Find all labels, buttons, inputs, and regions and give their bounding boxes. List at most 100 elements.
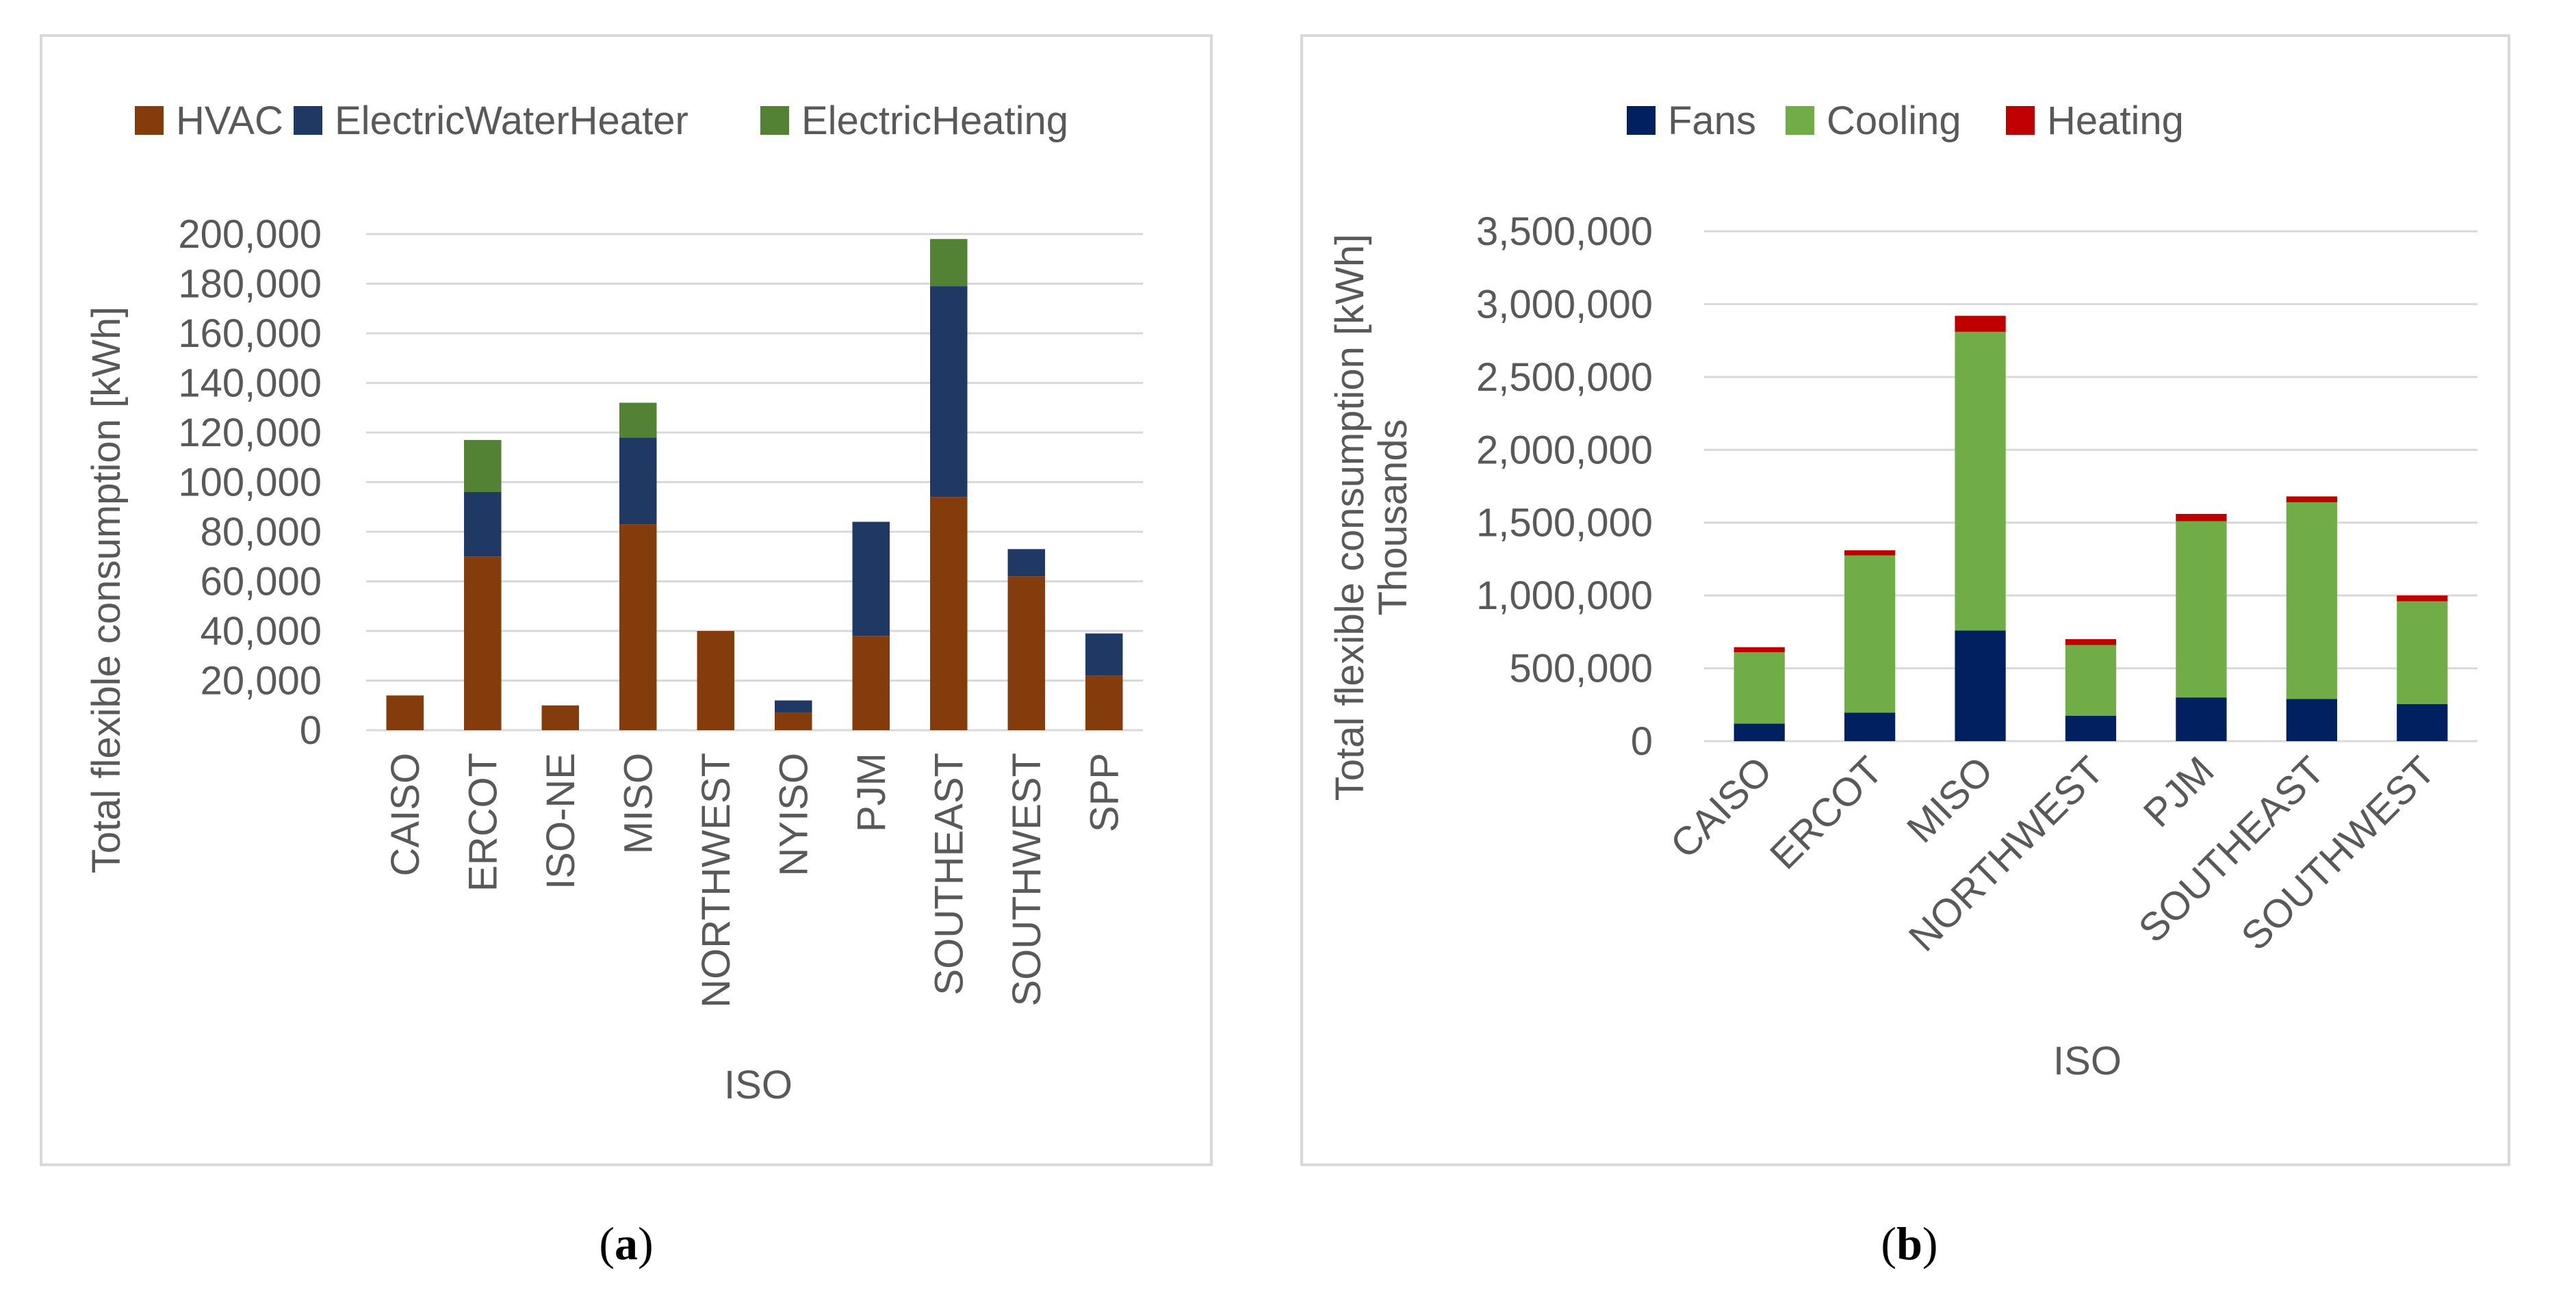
panel-a-legend-swatch-electricwaterheater — [294, 106, 322, 135]
panel-b-legend: Fans Cooling Heating — [1627, 99, 2184, 143]
panel-a-bars — [386, 239, 1123, 730]
panel-b-y-tick-label: 1,000,000 — [1476, 573, 1653, 618]
panel-a-bar-ercot-electricheating — [464, 439, 502, 492]
panel-a-bar-nyiso-hvac — [775, 712, 812, 730]
panel-a-bar-southwest-hvac — [1007, 576, 1045, 730]
panel-b-bar-pjm-fans — [2176, 697, 2227, 741]
panel-b-legend-swatch-heating — [2006, 106, 2035, 135]
panel-a-x-tick-label: ERCOT — [461, 753, 505, 892]
panel-a-x-tick-label: CAISO — [383, 753, 428, 877]
panel-a-x-tick-label: PJM — [849, 753, 894, 832]
panel-a-y-axis-title: Total flexible consumption [kWh] — [84, 307, 129, 873]
panel-a-x-tick-label: SPP — [1082, 753, 1126, 832]
panel-a-bar-northwest-hvac — [697, 631, 734, 730]
panel-b-bar-southeast-cooling — [2286, 502, 2337, 699]
panel-b-y-axis-title: Total flexible consumption [kWh] — [1328, 234, 1372, 801]
panel-a-bar-ercot-hvac — [464, 556, 502, 730]
panel-a-y-tick-label: 140,000 — [178, 361, 322, 406]
panel-b-bar-northwest-heating — [2065, 639, 2117, 645]
panel-b-bar-miso-heating — [1955, 315, 2006, 332]
panel-a-y-tick-label: 60,000 — [201, 560, 322, 604]
panel-b-legend-swatch-fans — [1627, 106, 1656, 135]
panel-b-y-tick-label: 0 — [1631, 719, 1653, 764]
panel-a-bar-nyiso-electricwaterheater — [775, 700, 812, 713]
panel-b-bar-caiso-fans — [1734, 723, 1785, 741]
panel-b-y-tick-label: 2,000,000 — [1476, 428, 1653, 472]
panel-b-y-tick-label: 2,500,000 — [1476, 355, 1653, 400]
panel-a-y-tick-label: 100,000 — [178, 461, 322, 505]
panel-a-bar-southeast-electricheating — [930, 239, 968, 287]
panel-b-legend-swatch-cooling — [1786, 106, 1814, 135]
panel-a-bar-miso-electricheating — [619, 402, 657, 438]
panel-a-caption-letter: a — [615, 1217, 638, 1269]
panel-a-bar-miso-hvac — [619, 524, 657, 730]
panel-b-bar-southeast-heating — [2286, 496, 2337, 502]
panel-a-legend-label-electricwaterheater: ElectricWaterHeater — [335, 99, 688, 143]
panel-b-bar-southeast-fans — [2286, 699, 2337, 741]
panel-a-x-tick-labels: CAISO ERCOT ISO-NE MISO NORTHWEST NYISO PJM SOU… — [383, 753, 1127, 1008]
panel-a-chart: 020,000 40,000 60,000 80,000 100,000 120,000 1… — [40, 34, 1213, 1166]
panel-b-bar-miso-cooling — [1955, 331, 2006, 631]
panel-b-chart: 0 500,000 1,000,000 1,500,000 2,000,000 2,500… — [1300, 34, 2510, 1166]
panel-a-bar-caiso-hvac — [386, 695, 424, 730]
panel-a-bar-spp-hvac — [1085, 675, 1123, 730]
panel-a-x-tick-label: NORTHWEST — [694, 753, 738, 1008]
panel-a-x-axis-title: ISO — [724, 1063, 793, 1107]
panel-a-legend: HVAC ElectricWaterHeater ElectricHeating — [135, 99, 1068, 143]
panel-a-bar-southwest-electricwaterheater — [1007, 549, 1045, 577]
panel-b-bar-southwest-heating — [2397, 595, 2448, 602]
panel-b-bars — [1734, 315, 2448, 741]
panel-b-bar-pjm-heating — [2176, 513, 2227, 521]
panel-b-x-axis-title: ISO — [2053, 1039, 2122, 1083]
panel-b-y-axis-subtitle: Thousands — [1371, 420, 1415, 616]
panel-a-y-tick-label: 80,000 — [201, 510, 322, 554]
panel-b-y-tick-label: 3,000,000 — [1476, 282, 1653, 326]
panel-b-legend-label-fans: Fans — [1668, 99, 1756, 143]
panel-a-bar-ercot-electricwaterheater — [464, 492, 502, 557]
panel-a-y-tick-labels: 020,000 40,000 60,000 80,000 100,000 120,000 1… — [178, 212, 322, 753]
panel-b-bar-pjm-cooling — [2176, 521, 2227, 698]
panel-a-caption: (a) — [599, 1217, 653, 1269]
panel-a-x-tick-label: ISO-NE — [539, 753, 583, 890]
panel-b-caption: (b) — [1881, 1217, 1937, 1269]
panel-a-y-tick-label: 160,000 — [178, 311, 322, 356]
panel-b-bar-southwest-fans — [2397, 704, 2448, 741]
panel-a-x-tick-label: SOUTHEAST — [927, 753, 971, 996]
panel-a-bar-miso-electricwaterheater — [619, 437, 657, 525]
panel-a-bar-pjm-electricwaterheater — [852, 521, 890, 636]
panel-a-bar-southeast-electricwaterheater — [930, 286, 968, 498]
panel-b-bar-caiso-heating — [1734, 647, 1785, 653]
panel-a-legend-label-electricheating: ElectricHeating — [801, 99, 1068, 143]
panel-a-legend-swatch-hvac — [135, 106, 164, 135]
panel-b-legend-label-heating: Heating — [2047, 99, 2184, 143]
panel-b-legend-label-cooling: Cooling — [1827, 99, 1961, 143]
panel-a-y-tick-label: 0 — [300, 708, 322, 753]
panel-b-bar-northwest-fans — [2065, 715, 2117, 741]
panel-a-bar-pjm-hvac — [852, 636, 890, 730]
panel-b-bar-ercot-heating — [1844, 550, 1896, 556]
panel-a-bar-southeast-hvac — [930, 497, 968, 730]
panel-b-bar-ercot-fans — [1844, 712, 1896, 741]
panel-a-legend-swatch-electricheating — [760, 106, 789, 135]
panel-a-legend-label-hvac: HVAC — [176, 99, 283, 143]
panel-a-y-tick-label: 40,000 — [201, 609, 322, 654]
panel-a-y-tick-label: 200,000 — [178, 212, 322, 257]
panel-b-bar-southwest-cooling — [2397, 601, 2448, 704]
panel-b-y-tick-labels: 0 500,000 1,000,000 1,500,000 2,000,000 2,500… — [1476, 209, 1653, 764]
panel-b-y-tick-label: 1,500,000 — [1476, 501, 1653, 545]
panel-a-x-tick-label: MISO — [616, 753, 660, 854]
panel-b-y-tick-label: 3,500,000 — [1476, 209, 1653, 254]
panel-a-y-tick-label: 120,000 — [178, 411, 322, 455]
panel-a-x-tick-label: NYISO — [771, 753, 816, 877]
panel-a-y-tick-label: 20,000 — [201, 659, 322, 704]
panel-a-bar-iso-ne-hvac — [541, 705, 579, 730]
panel-a-x-tick-label: SOUTHWEST — [1005, 753, 1049, 1007]
panel-b-y-tick-label: 500,000 — [1509, 647, 1653, 691]
panel-a-bar-spp-electricwaterheater — [1085, 633, 1123, 676]
panel-b-caption-letter: b — [1896, 1217, 1922, 1269]
panel-b-bar-caiso-cooling — [1734, 652, 1785, 724]
panel-b-bar-miso-fans — [1955, 630, 2006, 741]
panel-b-bar-ercot-cooling — [1844, 555, 1896, 713]
panel-a-y-tick-label: 180,000 — [178, 262, 322, 307]
